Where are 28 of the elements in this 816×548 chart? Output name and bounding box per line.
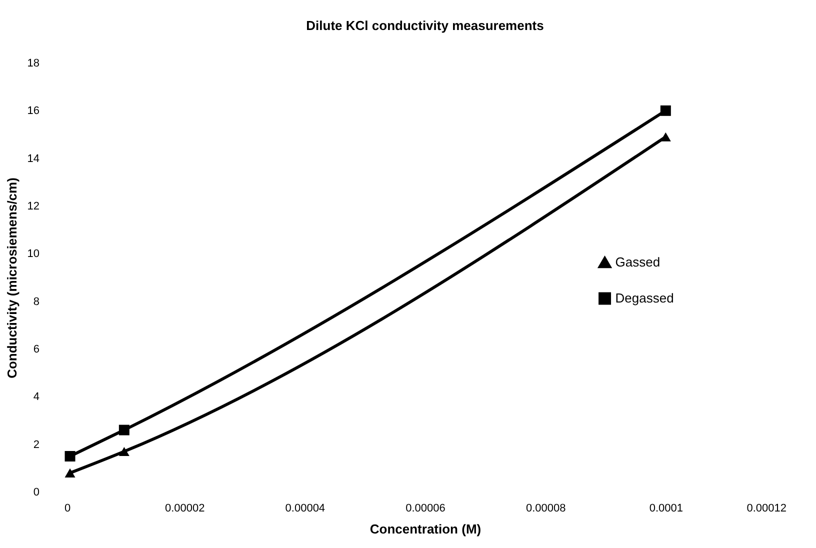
legend-label: Gassed: [615, 254, 660, 270]
chart-title: Dilute KCl conductivity measurements: [306, 18, 544, 33]
x-axis-title: Concentration (M): [370, 522, 482, 536]
x-tick-label: 0.00002: [164, 502, 205, 514]
y-tick-label: 18: [27, 58, 40, 70]
x-tick-label: 0.00004: [285, 502, 326, 514]
y-tick-label: 10: [27, 248, 40, 260]
point: [660, 105, 671, 116]
y-tick-label: 6: [33, 344, 40, 356]
point: [118, 446, 130, 456]
x-tick-label: 0.00012: [746, 502, 786, 514]
point: [660, 132, 671, 142]
legend-label: Degassed: [615, 290, 674, 306]
y-tick-label: 8: [33, 296, 40, 308]
point: [64, 468, 76, 478]
y-tick-label: 12: [27, 200, 40, 212]
y-tick-label: 16: [27, 105, 40, 118]
x-tick-label: 0.0001: [649, 502, 683, 514]
y-tick-label: 0: [33, 486, 40, 498]
x-tick-label: 0.00006: [406, 502, 446, 514]
point: [118, 424, 130, 436]
x-tick-label: 0.00008: [526, 502, 566, 514]
x-tick-label: 0: [64, 502, 71, 514]
y-axis-title: Conductivity (microsiemens/cm): [4, 178, 20, 378]
point: [64, 451, 76, 462]
y-tick-label: 2: [33, 438, 40, 451]
y-tick-label: 4: [33, 391, 40, 404]
y-tick-label: 14: [27, 152, 40, 165]
